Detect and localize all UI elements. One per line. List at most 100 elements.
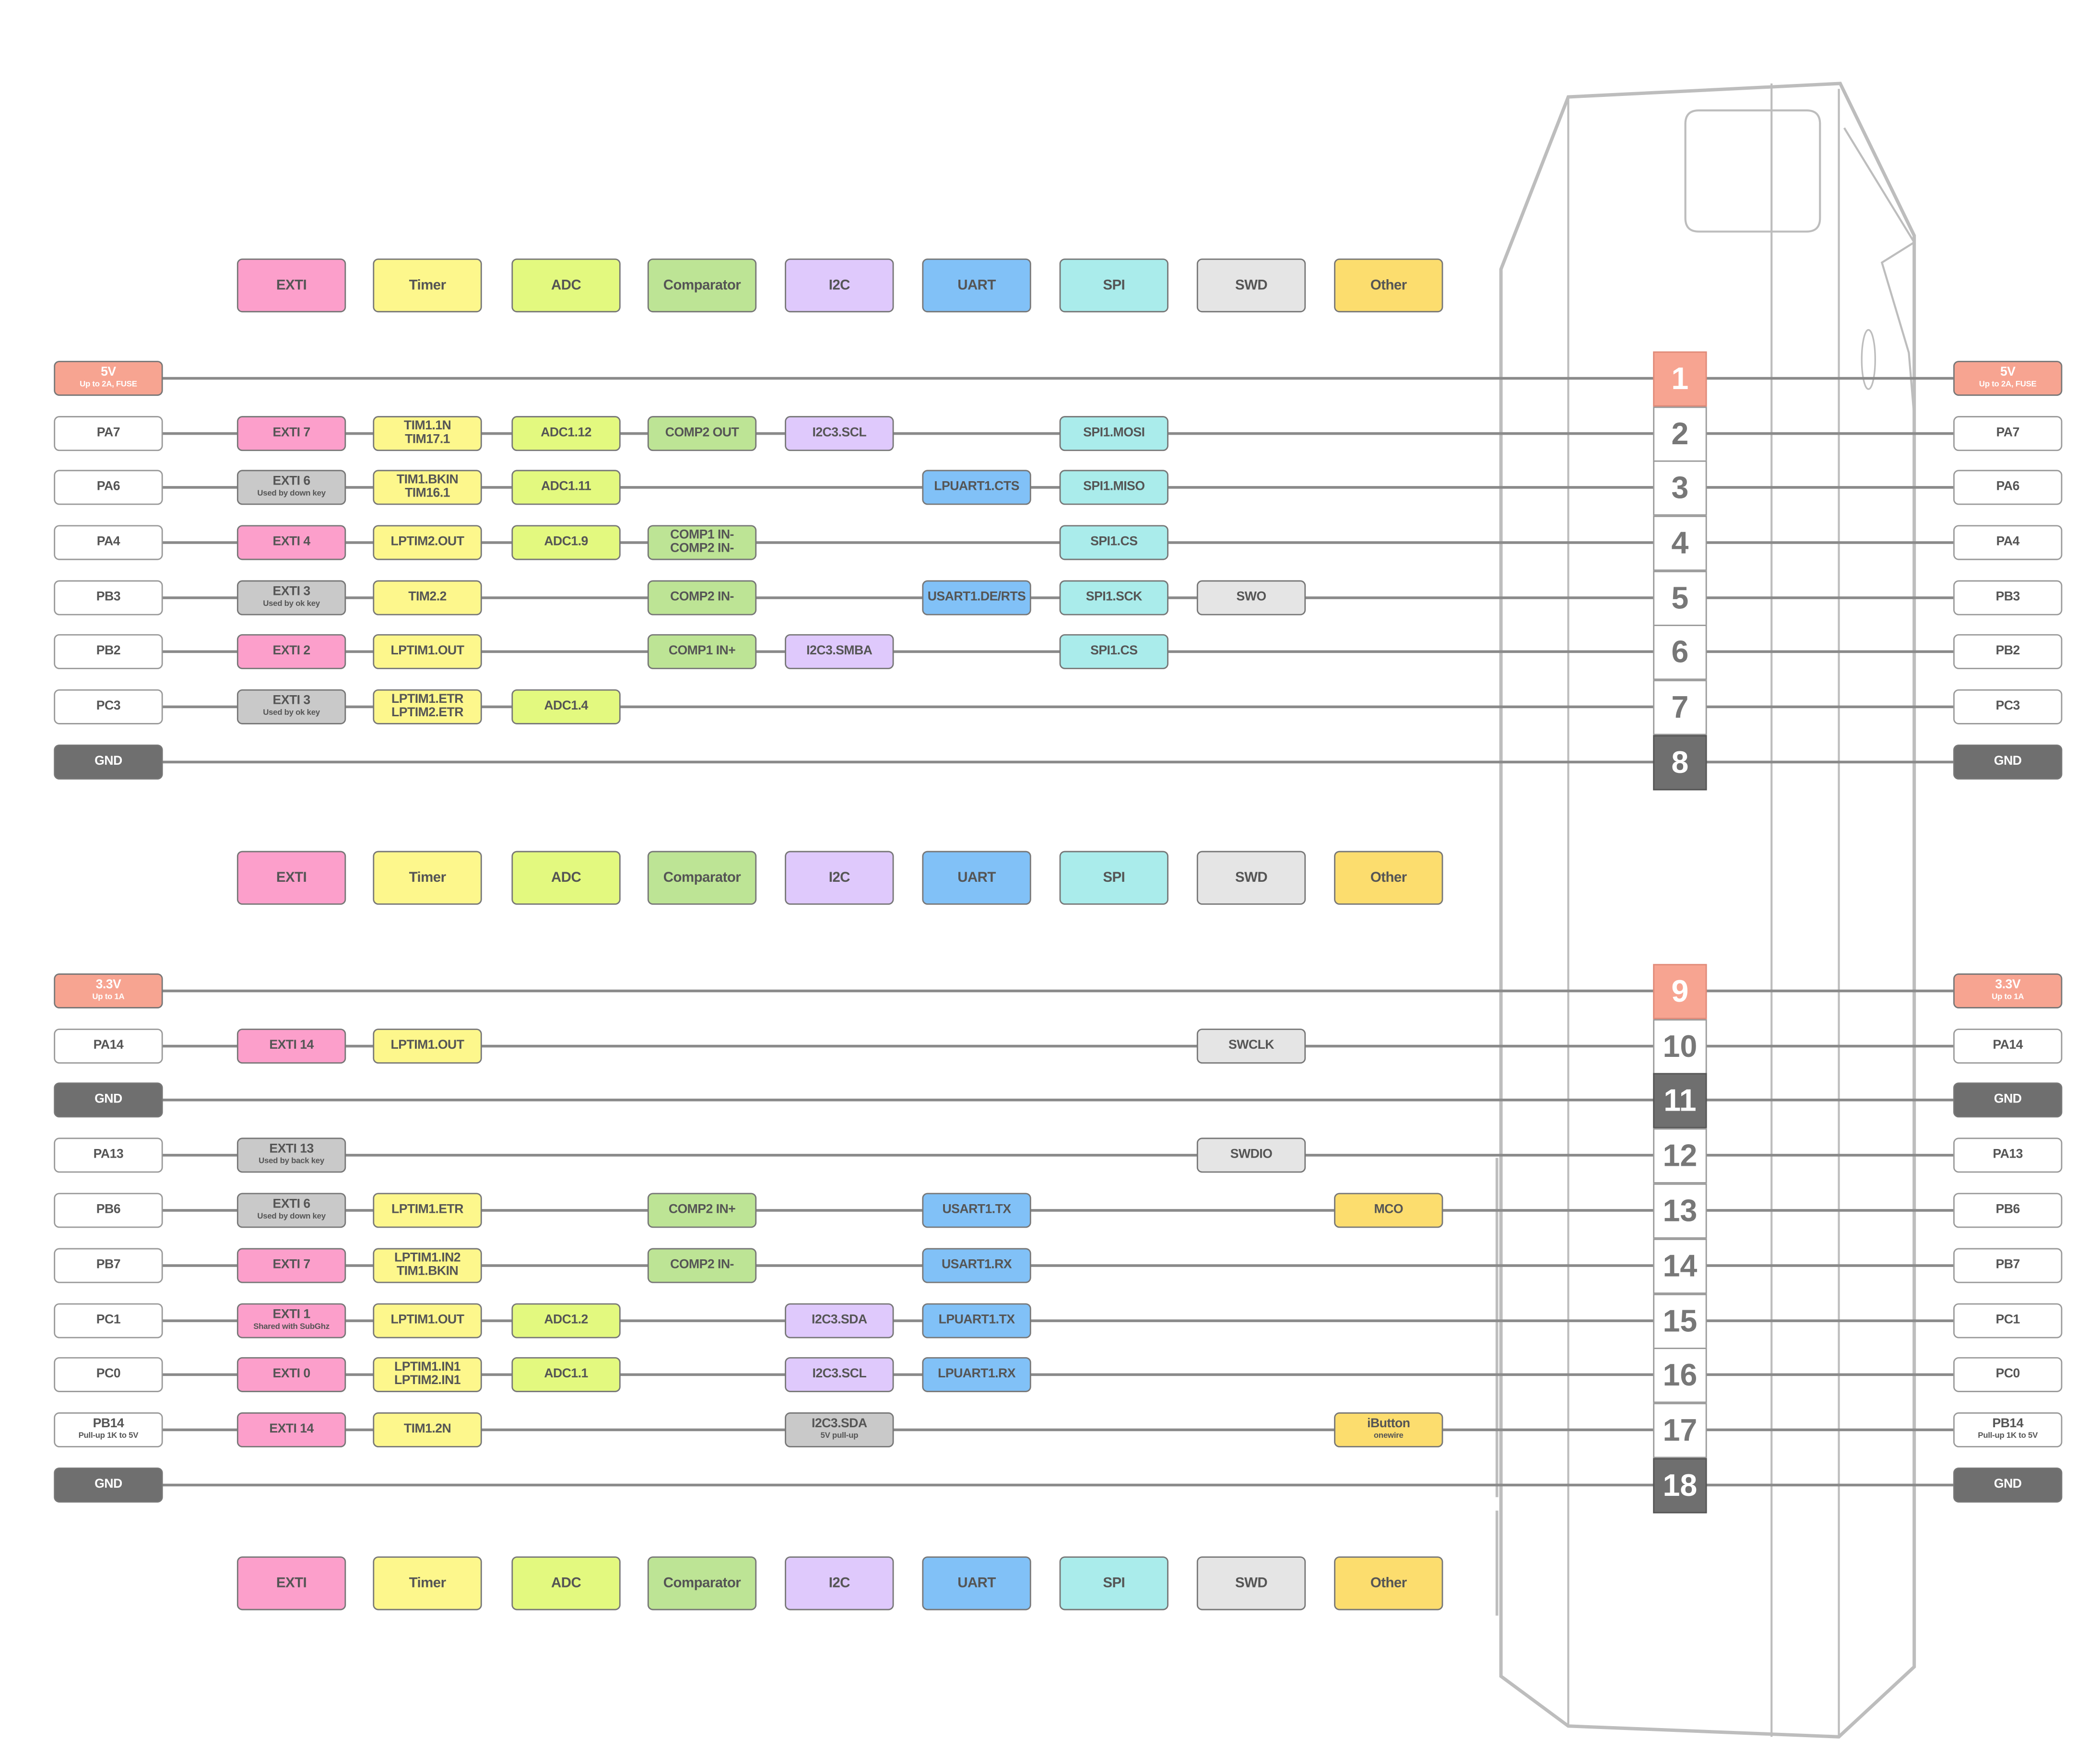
pin-label-right[interactable]: PC1 xyxy=(1953,1303,2063,1338)
pin-label-left[interactable]: 5V Up to 2A, FUSE xyxy=(54,361,163,396)
pin-name: PA13 xyxy=(93,1147,124,1162)
pin-label-right[interactable]: 5V Up to 2A, FUSE xyxy=(1953,361,2063,396)
pin-name: PC1 xyxy=(1995,1312,2020,1327)
pin-label-left[interactable]: GND xyxy=(54,1082,163,1118)
pin-label-left[interactable]: PC0 xyxy=(54,1357,163,1392)
pin-label-right[interactable]: GND xyxy=(1953,1082,2063,1118)
legend-adc: ADC xyxy=(511,1556,621,1611)
pin-label-left[interactable]: PC3 xyxy=(54,689,163,724)
legend-label: SWD xyxy=(1235,277,1268,294)
pin-connector-line xyxy=(161,1429,1954,1431)
pin-connector-line xyxy=(161,761,1954,763)
pin-label-right[interactable]: PB7 xyxy=(1953,1248,2063,1283)
legend-timer: Timer xyxy=(373,851,482,905)
function-name: SPI1.MISO xyxy=(1083,479,1145,494)
function-uart: LPUART1.CTS xyxy=(922,470,1031,505)
pin-note: Up to 2A, FUSE xyxy=(80,380,137,389)
pin-label-left[interactable]: 3.3V Up to 1A xyxy=(54,973,163,1008)
legend-label: I2C xyxy=(828,869,850,886)
function-name: EXTI 6 xyxy=(272,474,311,489)
pin-label-right[interactable]: PA6 xyxy=(1953,470,2063,505)
pin-label-left[interactable]: PA14 xyxy=(54,1029,163,1064)
function-name: EXTI 0 xyxy=(272,1366,311,1381)
pin-label-right[interactable]: GND xyxy=(1953,744,2063,780)
pin-label-left[interactable]: PB6 xyxy=(54,1193,163,1228)
pin-name: GND xyxy=(1994,1091,2022,1107)
function-comparator: COMP2 IN+ xyxy=(647,1193,757,1228)
pin-number[interactable]: 18 xyxy=(1653,1458,1707,1513)
pin-label-right[interactable]: PB6 xyxy=(1953,1193,2063,1228)
legend-label: UART xyxy=(957,869,996,886)
pin-label-right[interactable]: PB14 Pull-up 1K to 5V xyxy=(1953,1412,2063,1447)
pin-number[interactable]: 12 xyxy=(1653,1128,1707,1183)
pin-name: PA14 xyxy=(1993,1038,2023,1053)
pin-label-right[interactable]: PA7 xyxy=(1953,416,2063,451)
pin-name: PC3 xyxy=(96,698,121,713)
function-other: MCO xyxy=(1334,1193,1443,1228)
function-name: COMP1 IN+ xyxy=(668,643,736,658)
function-name: EXTI 7 xyxy=(272,1257,311,1272)
function-timer: LPTIM2.OUT xyxy=(373,525,482,560)
pin-note: Pull-up 1K to 5V xyxy=(78,1432,139,1441)
pin-connector-line xyxy=(161,1265,1954,1267)
legend-swd: SWD xyxy=(1196,258,1306,313)
pin-connector-line xyxy=(161,1099,1954,1101)
pin-number[interactable]: 9 xyxy=(1653,964,1707,1019)
pin-label-left[interactable]: PA7 xyxy=(54,416,163,451)
pin-label-left[interactable]: GND xyxy=(54,744,163,780)
function-i2c: I2C3.SCL xyxy=(785,416,894,451)
pin-label-left[interactable]: PC1 xyxy=(54,1303,163,1338)
pin-name: PA6 xyxy=(1996,479,2020,494)
pin-label-right[interactable]: PA4 xyxy=(1953,525,2063,560)
pin-label-right[interactable]: 3.3V Up to 1A xyxy=(1953,973,2063,1008)
pin-label-right[interactable]: PB2 xyxy=(1953,634,2063,669)
pin-label-left[interactable]: PB2 xyxy=(54,634,163,669)
pin-number[interactable]: 8 xyxy=(1653,735,1707,790)
pin-number[interactable]: 15 xyxy=(1653,1293,1707,1349)
function-exti: EXTI 4 xyxy=(236,525,346,560)
pin-number[interactable]: 16 xyxy=(1653,1348,1707,1403)
legend-other: Other xyxy=(1334,1556,1443,1611)
pin-label-right[interactable]: GND xyxy=(1953,1467,2063,1503)
pin-name: GND xyxy=(1994,753,2022,769)
pin-label-left[interactable]: PA13 xyxy=(54,1137,163,1173)
pin-label-left[interactable]: PA4 xyxy=(54,525,163,560)
pin-label-left[interactable]: GND xyxy=(54,1467,163,1503)
pin-number[interactable]: 1 xyxy=(1653,351,1707,406)
pin-label-right[interactable]: PC0 xyxy=(1953,1357,2063,1392)
legend-uart: UART xyxy=(922,851,1031,905)
function-timer: LPTIM1.IN1 LPTIM2.IN1 xyxy=(373,1357,482,1392)
pin-note: Up to 2A, FUSE xyxy=(1979,380,2037,389)
pin-label-right[interactable]: PA14 xyxy=(1953,1029,2063,1064)
pin-label-right[interactable]: PA13 xyxy=(1953,1137,2063,1173)
pin-number[interactable]: 7 xyxy=(1653,680,1707,735)
legend-label: I2C xyxy=(828,1575,850,1591)
pin-number[interactable]: 2 xyxy=(1653,406,1707,462)
legend-label: UART xyxy=(957,277,996,294)
pin-number[interactable]: 6 xyxy=(1653,625,1707,680)
pin-connector-line xyxy=(161,990,1954,992)
pin-connector-line xyxy=(161,1154,1954,1156)
pin-number[interactable]: 3 xyxy=(1653,460,1707,515)
pin-number[interactable]: 10 xyxy=(1653,1019,1707,1074)
pin-number-text: 6 xyxy=(1671,634,1689,669)
pin-number[interactable]: 17 xyxy=(1653,1403,1707,1458)
pin-number[interactable]: 11 xyxy=(1653,1073,1707,1128)
legend-exti: EXTI xyxy=(236,258,346,313)
function-comparator: COMP2 IN- xyxy=(647,1248,757,1283)
function-note: Used by down key xyxy=(257,489,326,498)
pin-number[interactable]: 4 xyxy=(1653,515,1707,571)
legend-label: ADC xyxy=(551,869,581,886)
pin-number[interactable]: 5 xyxy=(1653,570,1707,626)
pin-label-right[interactable]: PB3 xyxy=(1953,580,2063,616)
pin-number[interactable]: 13 xyxy=(1653,1183,1707,1239)
pin-label-right[interactable]: PC3 xyxy=(1953,689,2063,724)
pin-name: 3.3V xyxy=(95,978,121,993)
function-name-2: LPTIM2.IN1 xyxy=(394,1373,461,1388)
pin-number[interactable]: 14 xyxy=(1653,1238,1707,1294)
pin-label-left[interactable]: PA6 xyxy=(54,470,163,505)
pin-label-left[interactable]: PB14 Pull-up 1K to 5V xyxy=(54,1412,163,1447)
pin-label-left[interactable]: PB3 xyxy=(54,580,163,616)
function-name: LPUART1.TX xyxy=(938,1312,1015,1327)
pin-label-left[interactable]: PB7 xyxy=(54,1248,163,1283)
